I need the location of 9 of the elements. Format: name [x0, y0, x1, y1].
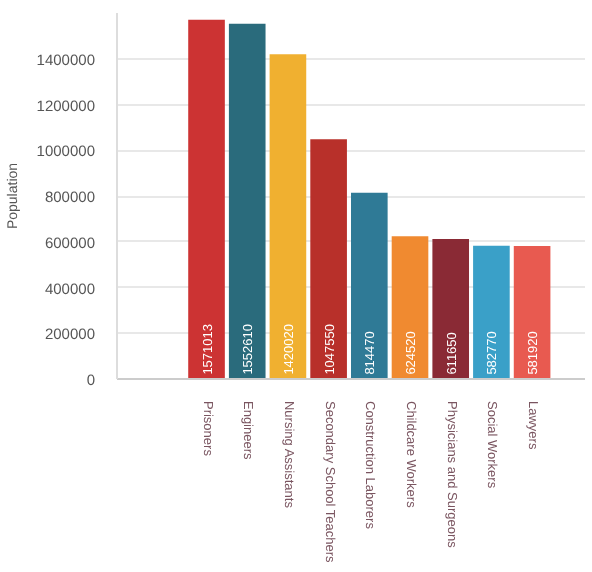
bar: [391, 236, 429, 379]
bar: [432, 239, 470, 379]
bar: [310, 139, 347, 379]
bar: [473, 245, 510, 379]
bar: [269, 54, 307, 379]
bar: [351, 192, 388, 379]
bar: [228, 23, 266, 379]
bar: [513, 245, 551, 379]
bar: [188, 19, 225, 379]
